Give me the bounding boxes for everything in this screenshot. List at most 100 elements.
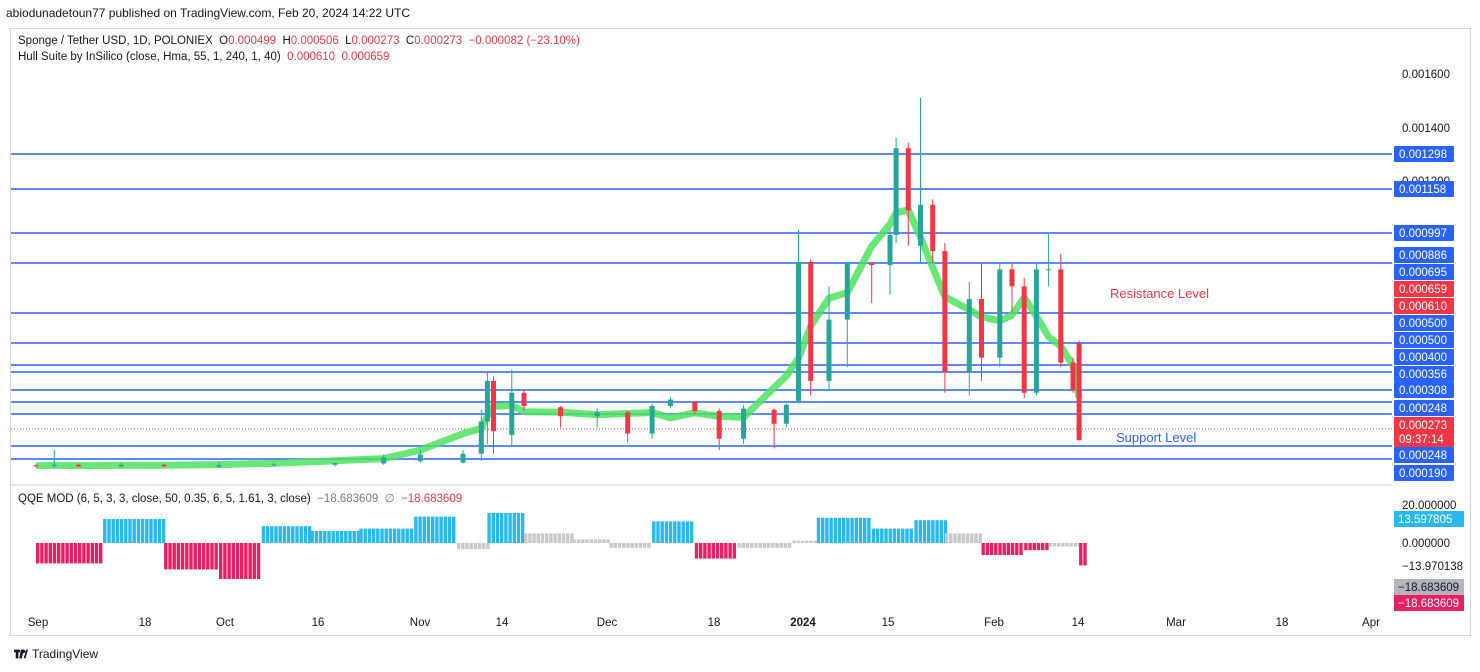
qqe-bar [978,533,982,543]
qqe-bar [606,539,610,543]
qqe-bar [119,519,124,543]
qqe-bar [401,528,405,543]
chart-frame [10,28,1471,636]
level-label-text: 0.000356 [1399,369,1447,381]
qqe-bar [1015,543,1019,555]
hull-indicator-name[interactable]: Hull Suite by InSilico (close, Hma, 55, … [18,51,281,63]
qqe-bar [356,531,361,543]
candle-body [1046,269,1052,271]
qqe-bar [265,526,270,543]
qqe-bar [447,516,452,543]
candle-body [796,261,801,401]
qqe-value-2: −18.683609 [401,493,463,505]
qqe-bar [901,528,905,543]
qqe-bar [561,533,566,543]
qqe-bar [622,543,626,548]
candle-body [716,411,722,439]
qqe-bar [274,526,278,543]
level-label: 0.001298 [1394,146,1454,162]
qqe-tag-bg [1394,579,1464,595]
qqe-bar [99,543,103,564]
low-label: L [345,35,352,47]
level-label-bg [1394,247,1454,263]
qqe-bar [914,520,918,543]
candle-body [460,453,466,463]
last-price-label: 0.000273 [1394,417,1454,433]
time-tick-label: Mar [1166,617,1186,629]
qqe-bar [161,519,166,543]
qqe-bar [867,517,871,543]
qqe-bar [65,543,69,564]
qqe-bar [871,528,876,543]
qqe-bar [318,531,323,543]
qqe-bar [965,533,970,543]
qqe-bar [409,528,414,543]
level-label-text: 0.000500 [1399,335,1447,347]
qqe-bar [699,543,703,559]
qqe-bar [482,543,486,549]
qqe-bar [961,533,966,543]
qqe-bar [197,543,202,570]
qqe-bar [140,519,145,543]
qqe-axis[interactable]: 20.000000 0.000000 −13.970138 13.597805 −18.… [1394,500,1464,611]
qqe-bar [1079,543,1083,566]
qqe-bar [630,543,634,548]
qqe-bar [452,516,456,543]
level-label-bg [1394,146,1454,162]
candle-body [33,465,39,467]
qqe-bar [439,516,443,543]
level-label-bg [1394,366,1454,382]
qqe-tag-bg [1394,595,1464,611]
qqe-bar [240,543,244,579]
candle-body [484,380,490,422]
brand[interactable]: TradingView [14,647,98,661]
level-label: 0.000500 [1394,332,1454,348]
qqe-bar [703,543,707,559]
symbol-name[interactable]: Sponge / Tether USD, 1D, POLONIEX [18,35,213,47]
candle-body [979,299,984,358]
level-label-bg [1394,447,1454,463]
level-label-text: 0.000400 [1399,352,1447,364]
qqe-bar [164,543,168,570]
qqe-tag-text: −18.683609 [1398,598,1459,610]
qqe-bar [998,543,1002,555]
candle-body [771,409,777,424]
candle-body [844,263,850,320]
qqe-bar [842,517,846,543]
qqe-bar [724,543,728,559]
qqe-bar [896,528,901,543]
qqe-value-1: −18.683609 [317,493,379,505]
qqe-bar [1048,543,1052,547]
level-label-bg [1394,181,1454,197]
price-axis[interactable]: 0.0016000.0014000.0012000.0012980.001158… [1394,69,1454,481]
qqe-bar [685,521,690,543]
qqe-bar [787,543,792,548]
qqe-value-tag: 13.597805 [1394,511,1464,527]
qqe-bar [796,540,800,543]
qqe-bar [244,543,248,579]
qqe-bar [732,543,736,559]
qqe-bar [487,513,491,543]
qqe-bar [270,526,274,543]
qqe-bar [1032,543,1036,551]
last-price-label-text: 0.000273 [1399,420,1447,432]
qqe-indicator-name[interactable]: QQE MOD (6, 5, 3, 3, close, 50, 0.35, 6,… [18,493,311,505]
qqe-bar [282,526,287,543]
level-label-bg [1394,225,1454,241]
level-label-text: 0.000248 [1399,403,1447,415]
level-label-text: 0.001298 [1399,149,1447,161]
qqe-tag-bg [1394,511,1464,527]
hull-band [35,206,1083,470]
time-axis[interactable]: Sep 18 Oct 16 Nov 14 Dec 18 2024 15 Feb 14 Mar 18 Apr [28,617,1380,629]
qqe-bar [1057,543,1061,547]
change-value: −0.000082 (−23.10%) [468,35,580,47]
qqe-bar [762,543,767,548]
qqe-bar [431,516,435,543]
qqe-bar [352,531,356,543]
qqe-bar [477,543,482,549]
qqe-bar [750,543,754,548]
qqe-bar [1010,543,1015,555]
level-label-bg [1394,264,1454,280]
qqe-bar [504,513,508,543]
